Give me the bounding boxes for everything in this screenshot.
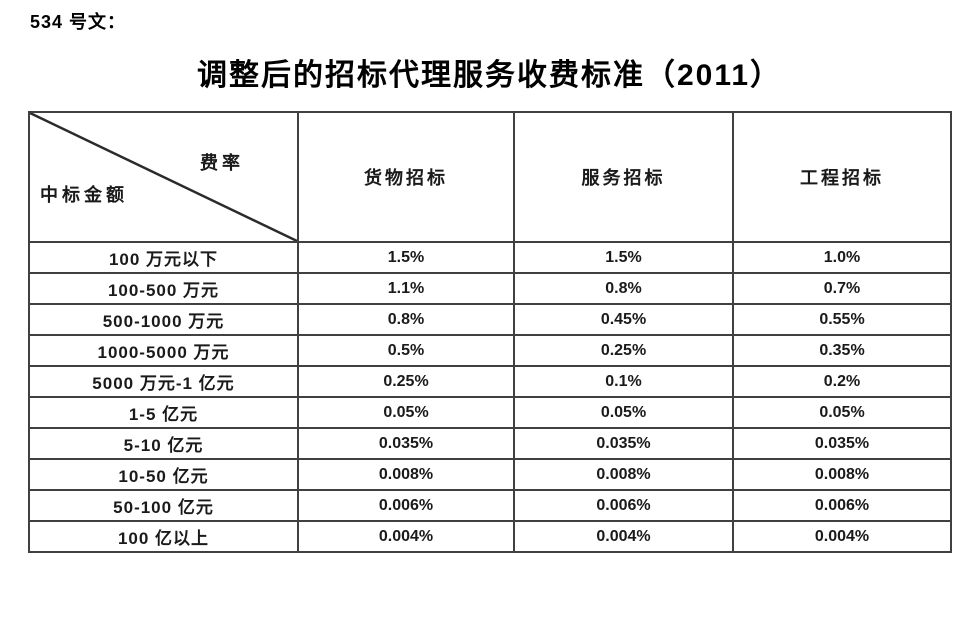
fee-value: 0.55% [732, 303, 952, 336]
row-label: 50-100 亿元 [28, 489, 299, 522]
table-row: 100 万元以下 1.5% 1.5% 1.0% [28, 241, 952, 274]
fee-value: 0.004% [297, 520, 515, 553]
fee-value: 0.05% [732, 396, 952, 429]
row-label: 100 万元以下 [28, 241, 299, 274]
fee-value: 0.035% [732, 427, 952, 460]
fee-value: 0.35% [732, 334, 952, 367]
fee-value: 0.004% [513, 520, 734, 553]
fee-value: 0.006% [513, 489, 734, 522]
table-row: 5000 万元-1 亿元 0.25% 0.1% 0.2% [28, 365, 952, 398]
fee-value: 0.004% [732, 520, 952, 553]
table-row: 100 亿以上 0.004% 0.004% 0.004% [28, 520, 952, 553]
fee-value: 0.008% [513, 458, 734, 491]
fee-value: 0.8% [297, 303, 515, 336]
table-row: 1-5 亿元 0.05% 0.05% 0.05% [28, 396, 952, 429]
fee-value: 0.006% [732, 489, 952, 522]
fee-value: 0.25% [513, 334, 734, 367]
fee-value: 1.0% [732, 241, 952, 274]
table-row: 5-10 亿元 0.035% 0.035% 0.035% [28, 427, 952, 460]
row-label: 5-10 亿元 [28, 427, 299, 460]
fee-value: 0.5% [297, 334, 515, 367]
column-header-services: 服务招标 [513, 111, 734, 243]
fee-value: 0.05% [513, 396, 734, 429]
fee-value: 0.05% [297, 396, 515, 429]
fee-value: 0.7% [732, 272, 952, 305]
fee-value: 0.008% [732, 458, 952, 491]
row-label: 10-50 亿元 [28, 458, 299, 491]
fee-value: 0.035% [513, 427, 734, 460]
corner-label-rate: 费率 [200, 153, 244, 173]
table-row: 500-1000 万元 0.8% 0.45% 0.55% [28, 303, 952, 336]
row-label: 100-500 万元 [28, 272, 299, 305]
row-label: 500-1000 万元 [28, 303, 299, 336]
column-header-engineering: 工程招标 [732, 111, 952, 243]
fee-value: 0.1% [513, 365, 734, 398]
fee-value: 0.035% [297, 427, 515, 460]
row-label: 1000-5000 万元 [28, 334, 299, 367]
column-header-goods: 货物招标 [297, 111, 515, 243]
table-row: 10-50 亿元 0.008% 0.008% 0.008% [28, 458, 952, 491]
row-label: 5000 万元-1 亿元 [28, 365, 299, 398]
fee-value: 0.006% [297, 489, 515, 522]
corner-header-cell: 费率 中标金额 [28, 111, 299, 243]
fee-value: 1.5% [513, 241, 734, 274]
fee-value: 0.2% [732, 365, 952, 398]
fee-value: 0.45% [513, 303, 734, 336]
fee-value: 0.008% [297, 458, 515, 491]
diagonal-divider-line [30, 113, 297, 241]
page-title: 调整后的招标代理服务收费标准（2011） [196, 59, 783, 92]
fee-value: 0.25% [297, 365, 515, 398]
fee-value: 0.8% [513, 272, 734, 305]
fee-rate-table: 费率 中标金额 货物招标 服务招标 工程招标 100 万元以下 1.5% 1.5… [28, 111, 952, 553]
doc-number: 534 号文： [30, 12, 127, 32]
table-row: 100-500 万元 1.1% 0.8% 0.7% [28, 272, 952, 305]
row-label: 1-5 亿元 [28, 396, 299, 429]
fee-value: 1.1% [297, 272, 515, 305]
table-row: 50-100 亿元 0.006% 0.006% 0.006% [28, 489, 952, 522]
fee-value: 1.5% [297, 241, 515, 274]
table-header-row: 费率 中标金额 货物招标 服务招标 工程招标 [28, 111, 952, 243]
table-row: 1000-5000 万元 0.5% 0.25% 0.35% [28, 334, 952, 367]
corner-label-amount: 中标金额 [40, 185, 128, 205]
row-label: 100 亿以上 [28, 520, 299, 553]
